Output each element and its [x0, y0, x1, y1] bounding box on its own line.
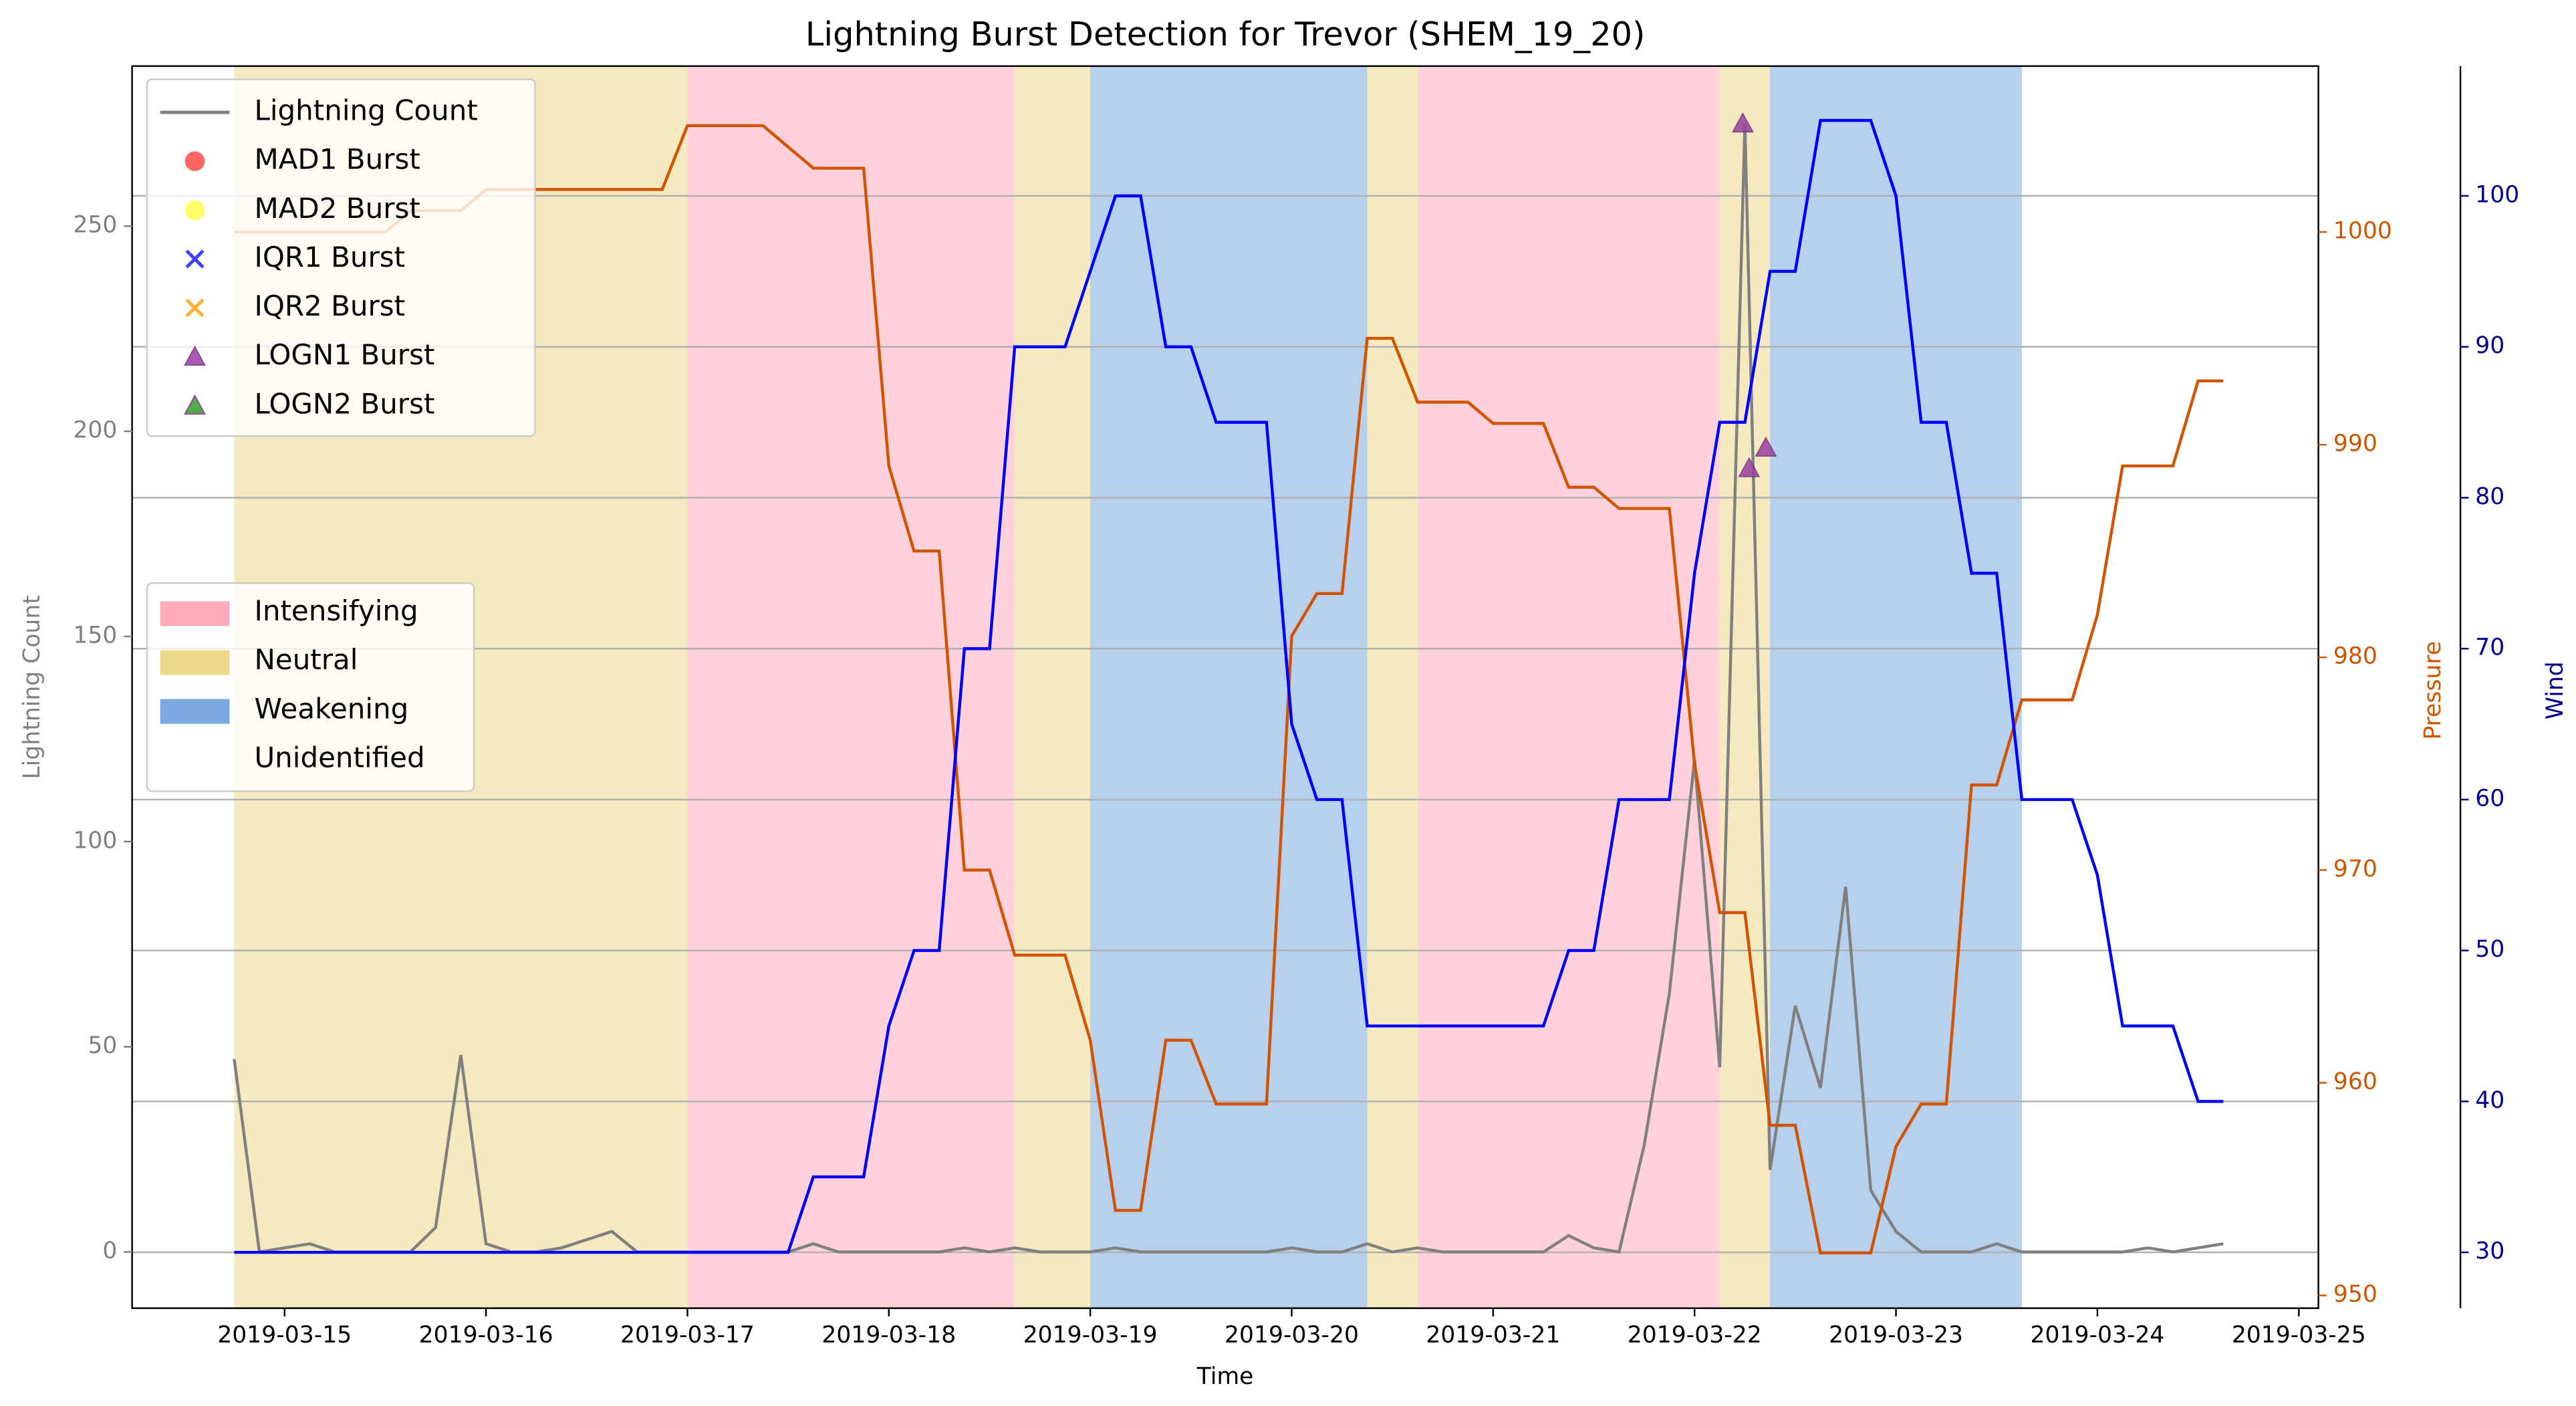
- phase-span: [1719, 66, 1771, 1308]
- y3-tick-label: 90: [2475, 332, 2504, 359]
- burst-marker: [1731, 112, 1754, 133]
- series-line: [234, 124, 2224, 1255]
- x-tick-label: 2019-03-20: [1225, 1322, 1359, 1349]
- y2-axis-label: Pressure: [2420, 641, 2446, 740]
- legend-label: IQR1 Burst: [254, 241, 405, 273]
- y-tick-label: 100: [73, 827, 117, 854]
- legend: Lightning Count MAD1 Burst MAD2 Burst IQR1 …: [146, 78, 536, 437]
- x-axis-label: Time: [1196, 1363, 1254, 1390]
- y-tick-label: 150: [73, 622, 117, 649]
- y3-tick-label: 60: [2475, 785, 2504, 812]
- burst-marker: [184, 151, 205, 171]
- phase-span: [1417, 66, 1720, 1308]
- phase-span: [1090, 66, 1368, 1308]
- y2-tick-label: 960: [2333, 1068, 2377, 1095]
- legend-label: MAD2 Burst: [254, 192, 420, 225]
- y2-tick-label: 980: [2333, 643, 2377, 670]
- legend: Intensifying Neutral Weakening Unidentified: [146, 582, 475, 792]
- series-line: [233, 123, 2224, 1254]
- phase-span: [687, 66, 1015, 1308]
- legend-swatch: [160, 747, 230, 773]
- y3-tick-label: 30: [2475, 1238, 2504, 1265]
- legend-swatch: [160, 601, 230, 626]
- x-tick-label: 2019-03-24: [2030, 1322, 2164, 1349]
- legend-label: IQR2 Burst: [254, 289, 405, 322]
- legend-label: Weakening: [254, 692, 408, 725]
- x-tick-label: 2019-03-17: [620, 1322, 755, 1349]
- legend-label: LOGN1 Burst: [254, 338, 434, 371]
- x-tick-label: 2019-03-18: [821, 1322, 956, 1349]
- phase-span: [1770, 66, 2022, 1308]
- y-tick-label: 250: [73, 212, 117, 239]
- phase-span: [1015, 66, 1091, 1308]
- y-tick-label: 50: [88, 1032, 117, 1059]
- y3-tick-label: 80: [2475, 483, 2504, 510]
- y3-tick-label: 40: [2475, 1087, 2504, 1114]
- legend-box: [146, 582, 475, 792]
- x-tick-label: 2019-03-25: [2232, 1322, 2366, 1349]
- y3-axis-label: Wind: [2542, 661, 2569, 719]
- legend-label: LOGN2 Burst: [254, 387, 434, 420]
- x-tick-label: 2019-03-22: [1628, 1322, 1762, 1349]
- burst-marker: [184, 345, 207, 366]
- burst-marker: [184, 200, 205, 221]
- x-tick-label: 2019-03-19: [1023, 1322, 1158, 1349]
- legend-swatch: [160, 650, 230, 675]
- x-tick-label: 2019-03-23: [1829, 1322, 1963, 1349]
- y2-tick-label: 970: [2333, 856, 2377, 883]
- y3-tick-label: 100: [2475, 182, 2519, 209]
- y3-tick-label: 70: [2475, 634, 2504, 661]
- y-axis-label: Lightning Count: [19, 595, 45, 779]
- burst-marker: [185, 249, 205, 269]
- x-tick-label: 2019-03-15: [217, 1322, 352, 1349]
- legend-swatch: [160, 699, 230, 724]
- y2-tick-label: 1000: [2333, 218, 2392, 245]
- burst-marker: [1738, 457, 1761, 477]
- y3-tick-label: 50: [2475, 936, 2504, 963]
- y2-tick-label: 990: [2333, 431, 2377, 457]
- burst-marker: [185, 298, 205, 318]
- burst-marker: [1755, 436, 1777, 457]
- y-tick-label: 200: [73, 417, 117, 444]
- x-tick-label: 2019-03-21: [1426, 1322, 1560, 1349]
- y-tick-label: 0: [102, 1238, 117, 1264]
- legend-label: Unidentified: [254, 741, 424, 774]
- legend-label: Neutral: [254, 643, 358, 676]
- chart-title: Lightning Burst Detection for Trevor (SH…: [805, 15, 1645, 53]
- legend-box: [146, 78, 536, 437]
- legend-label: MAD1 Burst: [254, 143, 420, 176]
- burst-marker: [184, 394, 207, 415]
- phase-span: [1367, 66, 1418, 1308]
- x-tick-label: 2019-03-16: [419, 1322, 553, 1349]
- legend-label: Intensifying: [254, 594, 418, 627]
- y2-tick-label: 950: [2333, 1281, 2377, 1308]
- plot-frame: [131, 65, 2319, 1309]
- series-line: [234, 118, 2224, 1254]
- legend-label: Lightning Count: [254, 94, 477, 127]
